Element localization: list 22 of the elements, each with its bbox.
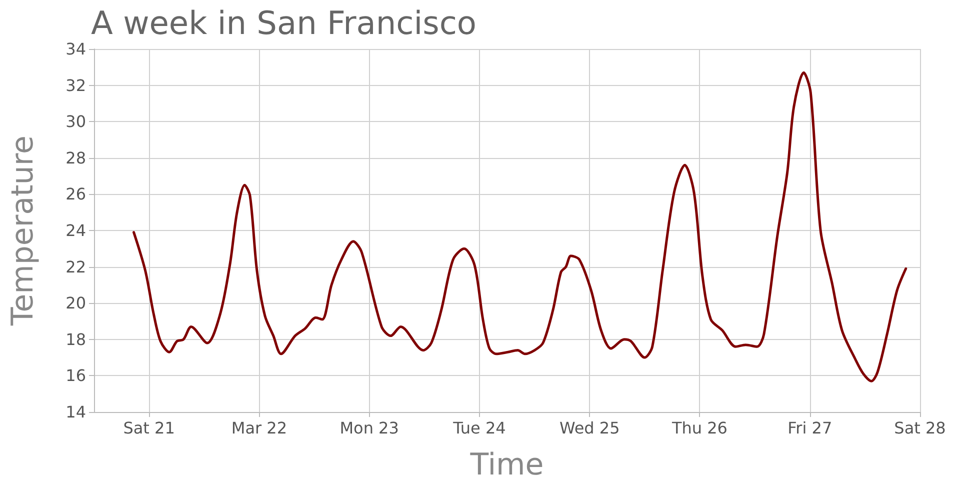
y-tick-label: 20 xyxy=(66,294,86,313)
y-tick-label: 14 xyxy=(66,402,86,422)
y-tick-label: 30 xyxy=(66,112,86,132)
x-tick-label: Wed 25 xyxy=(559,418,620,438)
x-tick-label: Sat 21 xyxy=(123,418,175,438)
x-tick-label: Tue 24 xyxy=(452,418,506,438)
x-axis-title: Time xyxy=(469,448,544,482)
y-tick-label: 32 xyxy=(66,76,86,95)
y-tick-label: 28 xyxy=(66,148,86,168)
y-tick-label: 16 xyxy=(66,366,86,386)
x-tick-label: Sat 28 xyxy=(894,418,946,438)
x-tick-label: Mon 23 xyxy=(340,418,399,438)
y-tick-label: 18 xyxy=(66,330,86,349)
chart-title: A week in San Francisco xyxy=(91,4,476,42)
x-tick-label: Thu 26 xyxy=(670,418,728,438)
x-tick-label: Fri 27 xyxy=(788,418,832,438)
y-tick-label: 24 xyxy=(66,221,86,240)
y-tick-label: 26 xyxy=(66,184,86,204)
y-tick-label: 34 xyxy=(66,40,86,58)
x-tick-label: Mar 22 xyxy=(231,418,288,438)
y-axis-title: Temperature xyxy=(6,135,40,327)
y-tick-label: 22 xyxy=(66,257,86,276)
